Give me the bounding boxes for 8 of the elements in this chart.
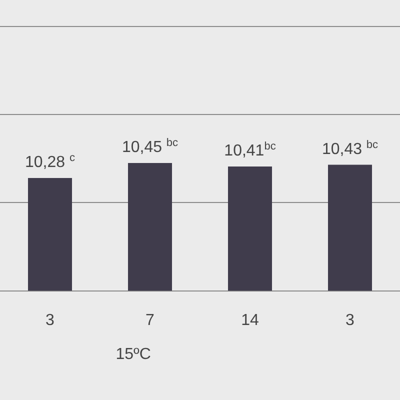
data-label: 10,45 bc: [122, 137, 179, 156]
x-tick-label: 3: [46, 312, 55, 329]
x-tick-label: 7: [146, 312, 155, 329]
x-tick-label: 14: [241, 312, 259, 329]
data-label: 10,28 c: [25, 152, 76, 172]
x-tick-label: 3: [346, 312, 355, 329]
text: 15ºC: [116, 346, 151, 363]
data-label: 10,43 bc: [322, 138, 379, 158]
